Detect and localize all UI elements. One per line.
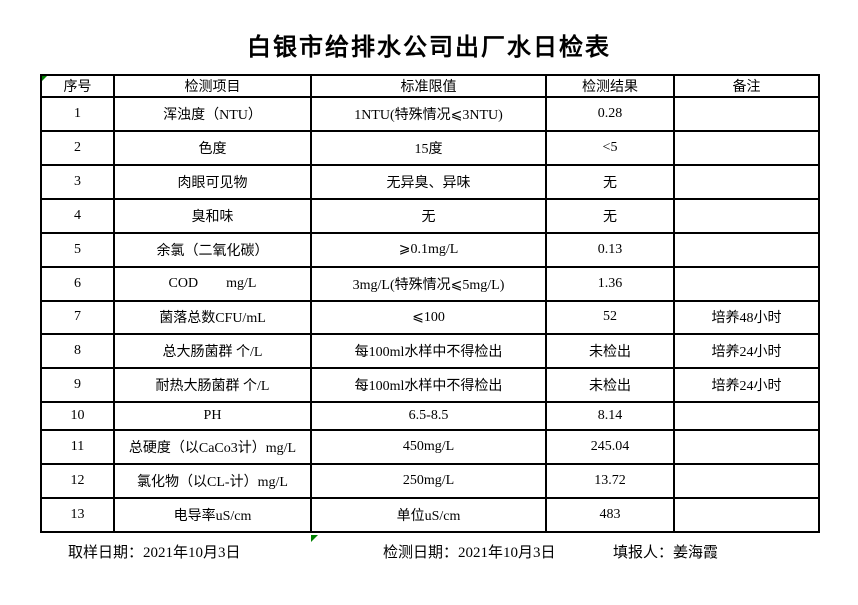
cell-serial-number: 10 bbox=[40, 401, 115, 432]
reporter-label: 填报人： bbox=[613, 545, 674, 561]
cell-test-result: 1.36 bbox=[545, 265, 675, 302]
table-row: 13 电导率uS/cm 单位uS/cm 483 bbox=[40, 496, 820, 534]
col-header-limit: 标准限值 bbox=[310, 74, 547, 98]
inspection-table: 序号 检测项目 标准限值 检测结果 备注 1 浑浊度（NTU） 1NTU(特殊情… bbox=[40, 74, 820, 534]
table-row: 12 氯化物（以CL-计）mg/L 250mg/L 13.72 bbox=[40, 462, 820, 499]
cell-standard-limit: 450mg/L bbox=[310, 429, 547, 465]
cell-remark bbox=[673, 129, 820, 166]
table-row: 4 臭和味 无 无 bbox=[40, 197, 820, 234]
cell-standard-limit: 6.5-8.5 bbox=[310, 401, 547, 432]
table-row: 6 COD mg/L 3mg/L(特殊情况⩽5mg/L) 1.36 bbox=[40, 265, 820, 302]
cell-serial-number: 9 bbox=[40, 367, 115, 404]
page-title: 白银市给排水公司出厂水日检表 bbox=[247, 34, 611, 61]
cell-test-item: 总大肠菌群 个/L bbox=[113, 333, 312, 370]
table-row: 1 浑浊度（NTU） 1NTU(特殊情况⩽3NTU) 0.28 bbox=[40, 96, 820, 132]
cell-test-result: 245.04 bbox=[545, 429, 675, 465]
cell-serial-number: 3 bbox=[40, 163, 115, 200]
cell-test-item: 氯化物（以CL-计）mg/L bbox=[113, 462, 312, 499]
cell-standard-limit: 单位uS/cm bbox=[310, 496, 547, 534]
cell-serial-number: 8 bbox=[40, 333, 115, 370]
testing-date-label: 检测日期： bbox=[383, 545, 459, 561]
sampling-date-label: 取样日期： bbox=[68, 545, 144, 561]
cell-remark bbox=[673, 401, 820, 432]
cell-serial-number: 7 bbox=[40, 299, 115, 336]
cell-standard-limit: 无异臭、异味 bbox=[310, 163, 547, 200]
table-row: 2 色度 15度 <5 bbox=[40, 129, 820, 166]
reporter-name: 姜海霞 bbox=[673, 545, 719, 561]
footer-reporter: 填报人：姜海霞 bbox=[613, 541, 718, 562]
cell-remark bbox=[673, 496, 820, 534]
cell-test-result: 483 bbox=[545, 496, 675, 534]
cell-test-item: 耐热大肠菌群 个/L bbox=[113, 367, 312, 404]
cell-remark: 培养48小时 bbox=[673, 299, 820, 336]
cell-remark bbox=[673, 231, 820, 268]
cell-standard-limit: ⩾0.1mg/L bbox=[310, 231, 547, 268]
cell-serial-number: 11 bbox=[40, 429, 115, 465]
testing-date-value: 2021年10月3日 bbox=[458, 545, 556, 561]
footer: 取样日期：2021年10月3日 检测日期：2021年10月3日 填报人：姜海霞 bbox=[0, 541, 858, 563]
cell-test-result: 未检出 bbox=[545, 333, 675, 370]
cell-test-result: 无 bbox=[545, 163, 675, 200]
cell-standard-limit: ⩽100 bbox=[310, 299, 547, 336]
cell-test-item: 菌落总数CFU/mL bbox=[113, 299, 312, 336]
cell-test-item: 臭和味 bbox=[113, 197, 312, 234]
cell-remark bbox=[673, 429, 820, 465]
cell-serial-number: 13 bbox=[40, 496, 115, 534]
col-header-result: 检测结果 bbox=[545, 74, 675, 98]
cell-serial-number: 12 bbox=[40, 462, 115, 499]
sampling-date-value: 2021年10月3日 bbox=[143, 545, 241, 561]
cell-test-result: <5 bbox=[545, 129, 675, 166]
cell-serial-number: 5 bbox=[40, 231, 115, 268]
cell-standard-limit: 每100ml水样中不得检出 bbox=[310, 333, 547, 370]
cell-remark: 培养24小时 bbox=[673, 367, 820, 404]
cell-flag-icon bbox=[311, 535, 318, 542]
cell-serial-number: 6 bbox=[40, 265, 115, 302]
cell-remark bbox=[673, 163, 820, 200]
col-header-remark: 备注 bbox=[673, 74, 820, 98]
table-row: 10 PH 6.5-8.5 8.14 bbox=[40, 401, 820, 432]
footer-sampling-date: 取样日期：2021年10月3日 bbox=[68, 541, 241, 562]
cell-test-item: PH bbox=[113, 401, 312, 432]
footer-testing-date: 检测日期：2021年10月3日 bbox=[383, 541, 556, 562]
cell-test-item: 色度 bbox=[113, 129, 312, 166]
cell-test-result: 未检出 bbox=[545, 367, 675, 404]
table-row: 7 菌落总数CFU/mL ⩽100 52 培养48小时 bbox=[40, 299, 820, 336]
cell-remark: 培养24小时 bbox=[673, 333, 820, 370]
cell-standard-limit: 每100ml水样中不得检出 bbox=[310, 367, 547, 404]
cell-standard-limit: 15度 bbox=[310, 129, 547, 166]
col-header-no: 序号 bbox=[40, 74, 115, 98]
cell-test-result: 0.13 bbox=[545, 231, 675, 268]
cell-standard-limit: 250mg/L bbox=[310, 462, 547, 499]
cell-test-result: 0.28 bbox=[545, 96, 675, 132]
table-header-row: 序号 检测项目 标准限值 检测结果 备注 bbox=[40, 74, 820, 98]
cell-test-item: 余氯（二氧化碳） bbox=[113, 231, 312, 268]
cell-test-item: 电导率uS/cm bbox=[113, 496, 312, 534]
cell-serial-number: 2 bbox=[40, 129, 115, 166]
cell-test-item: 肉眼可见物 bbox=[113, 163, 312, 200]
cell-serial-number: 4 bbox=[40, 197, 115, 234]
cell-serial-number: 1 bbox=[40, 96, 115, 132]
cell-test-result: 无 bbox=[545, 197, 675, 234]
cell-test-item: 总硬度（以CaCo3计）mg/L bbox=[113, 429, 312, 465]
cell-test-result: 13.72 bbox=[545, 462, 675, 499]
cell-remark bbox=[673, 265, 820, 302]
cell-remark bbox=[673, 197, 820, 234]
table-row: 5 余氯（二氧化碳） ⩾0.1mg/L 0.13 bbox=[40, 231, 820, 268]
table-row: 9 耐热大肠菌群 个/L 每100ml水样中不得检出 未检出 培养24小时 bbox=[40, 367, 820, 404]
cell-test-item: 浑浊度（NTU） bbox=[113, 96, 312, 132]
table-row: 8 总大肠菌群 个/L 每100ml水样中不得检出 未检出 培养24小时 bbox=[40, 333, 820, 370]
cell-standard-limit: 无 bbox=[310, 197, 547, 234]
table-row: 3 肉眼可见物 无异臭、异味 无 bbox=[40, 163, 820, 200]
cell-test-result: 52 bbox=[545, 299, 675, 336]
col-header-item: 检测项目 bbox=[113, 74, 312, 98]
table-row: 11 总硬度（以CaCo3计）mg/L 450mg/L 245.04 bbox=[40, 429, 820, 465]
cell-remark bbox=[673, 96, 820, 132]
cell-standard-limit: 1NTU(特殊情况⩽3NTU) bbox=[310, 96, 547, 132]
cell-test-result: 8.14 bbox=[545, 401, 675, 432]
cell-remark bbox=[673, 462, 820, 499]
cell-test-item: COD mg/L bbox=[113, 265, 312, 302]
cell-standard-limit: 3mg/L(特殊情况⩽5mg/L) bbox=[310, 265, 547, 302]
